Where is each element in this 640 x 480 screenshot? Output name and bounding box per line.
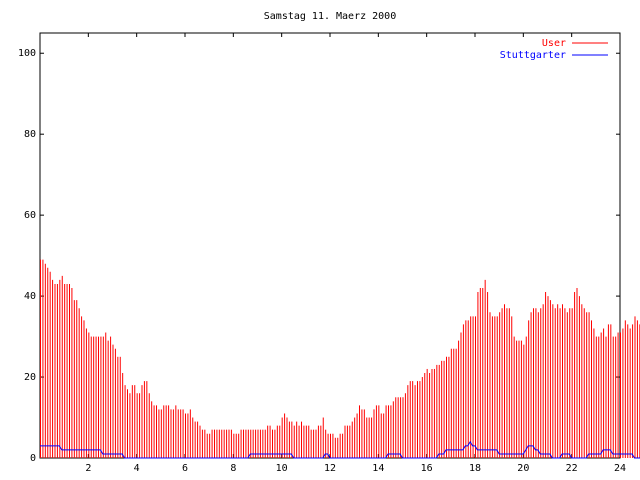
- legend: User Stuttgarter: [500, 38, 608, 61]
- legend-label-user: User: [542, 38, 566, 49]
- x-tick-label: 24: [614, 463, 626, 474]
- legend-label-stuttgarter: Stuttgarter: [500, 50, 566, 61]
- x-tick-label: 4: [134, 463, 140, 474]
- y-tick-label: 100: [18, 48, 36, 59]
- x-tick-label: 10: [276, 463, 288, 474]
- x-tick-label: 2: [85, 463, 91, 474]
- x-tick-label: 8: [230, 463, 236, 474]
- x-tick-label: 18: [469, 463, 481, 474]
- x-tick-label: 22: [566, 463, 578, 474]
- x-tick-label: 12: [324, 463, 336, 474]
- y-tick-label: 80: [24, 129, 36, 140]
- x-tick-label: 16: [421, 463, 433, 474]
- y-tick-label: 40: [24, 291, 36, 302]
- y-tick-label: 0: [30, 453, 36, 464]
- user-series-bars: [40, 259, 640, 458]
- stuttgarter-series-line: [40, 440, 640, 459]
- x-tick-label: 20: [517, 463, 529, 474]
- y-tick-label: 20: [24, 372, 36, 383]
- y-tick-label: 60: [24, 210, 36, 221]
- x-tick-label: 6: [182, 463, 188, 474]
- x-tick-label: 14: [372, 463, 384, 474]
- chart-title: Samstag 11. Maerz 2000: [264, 11, 396, 22]
